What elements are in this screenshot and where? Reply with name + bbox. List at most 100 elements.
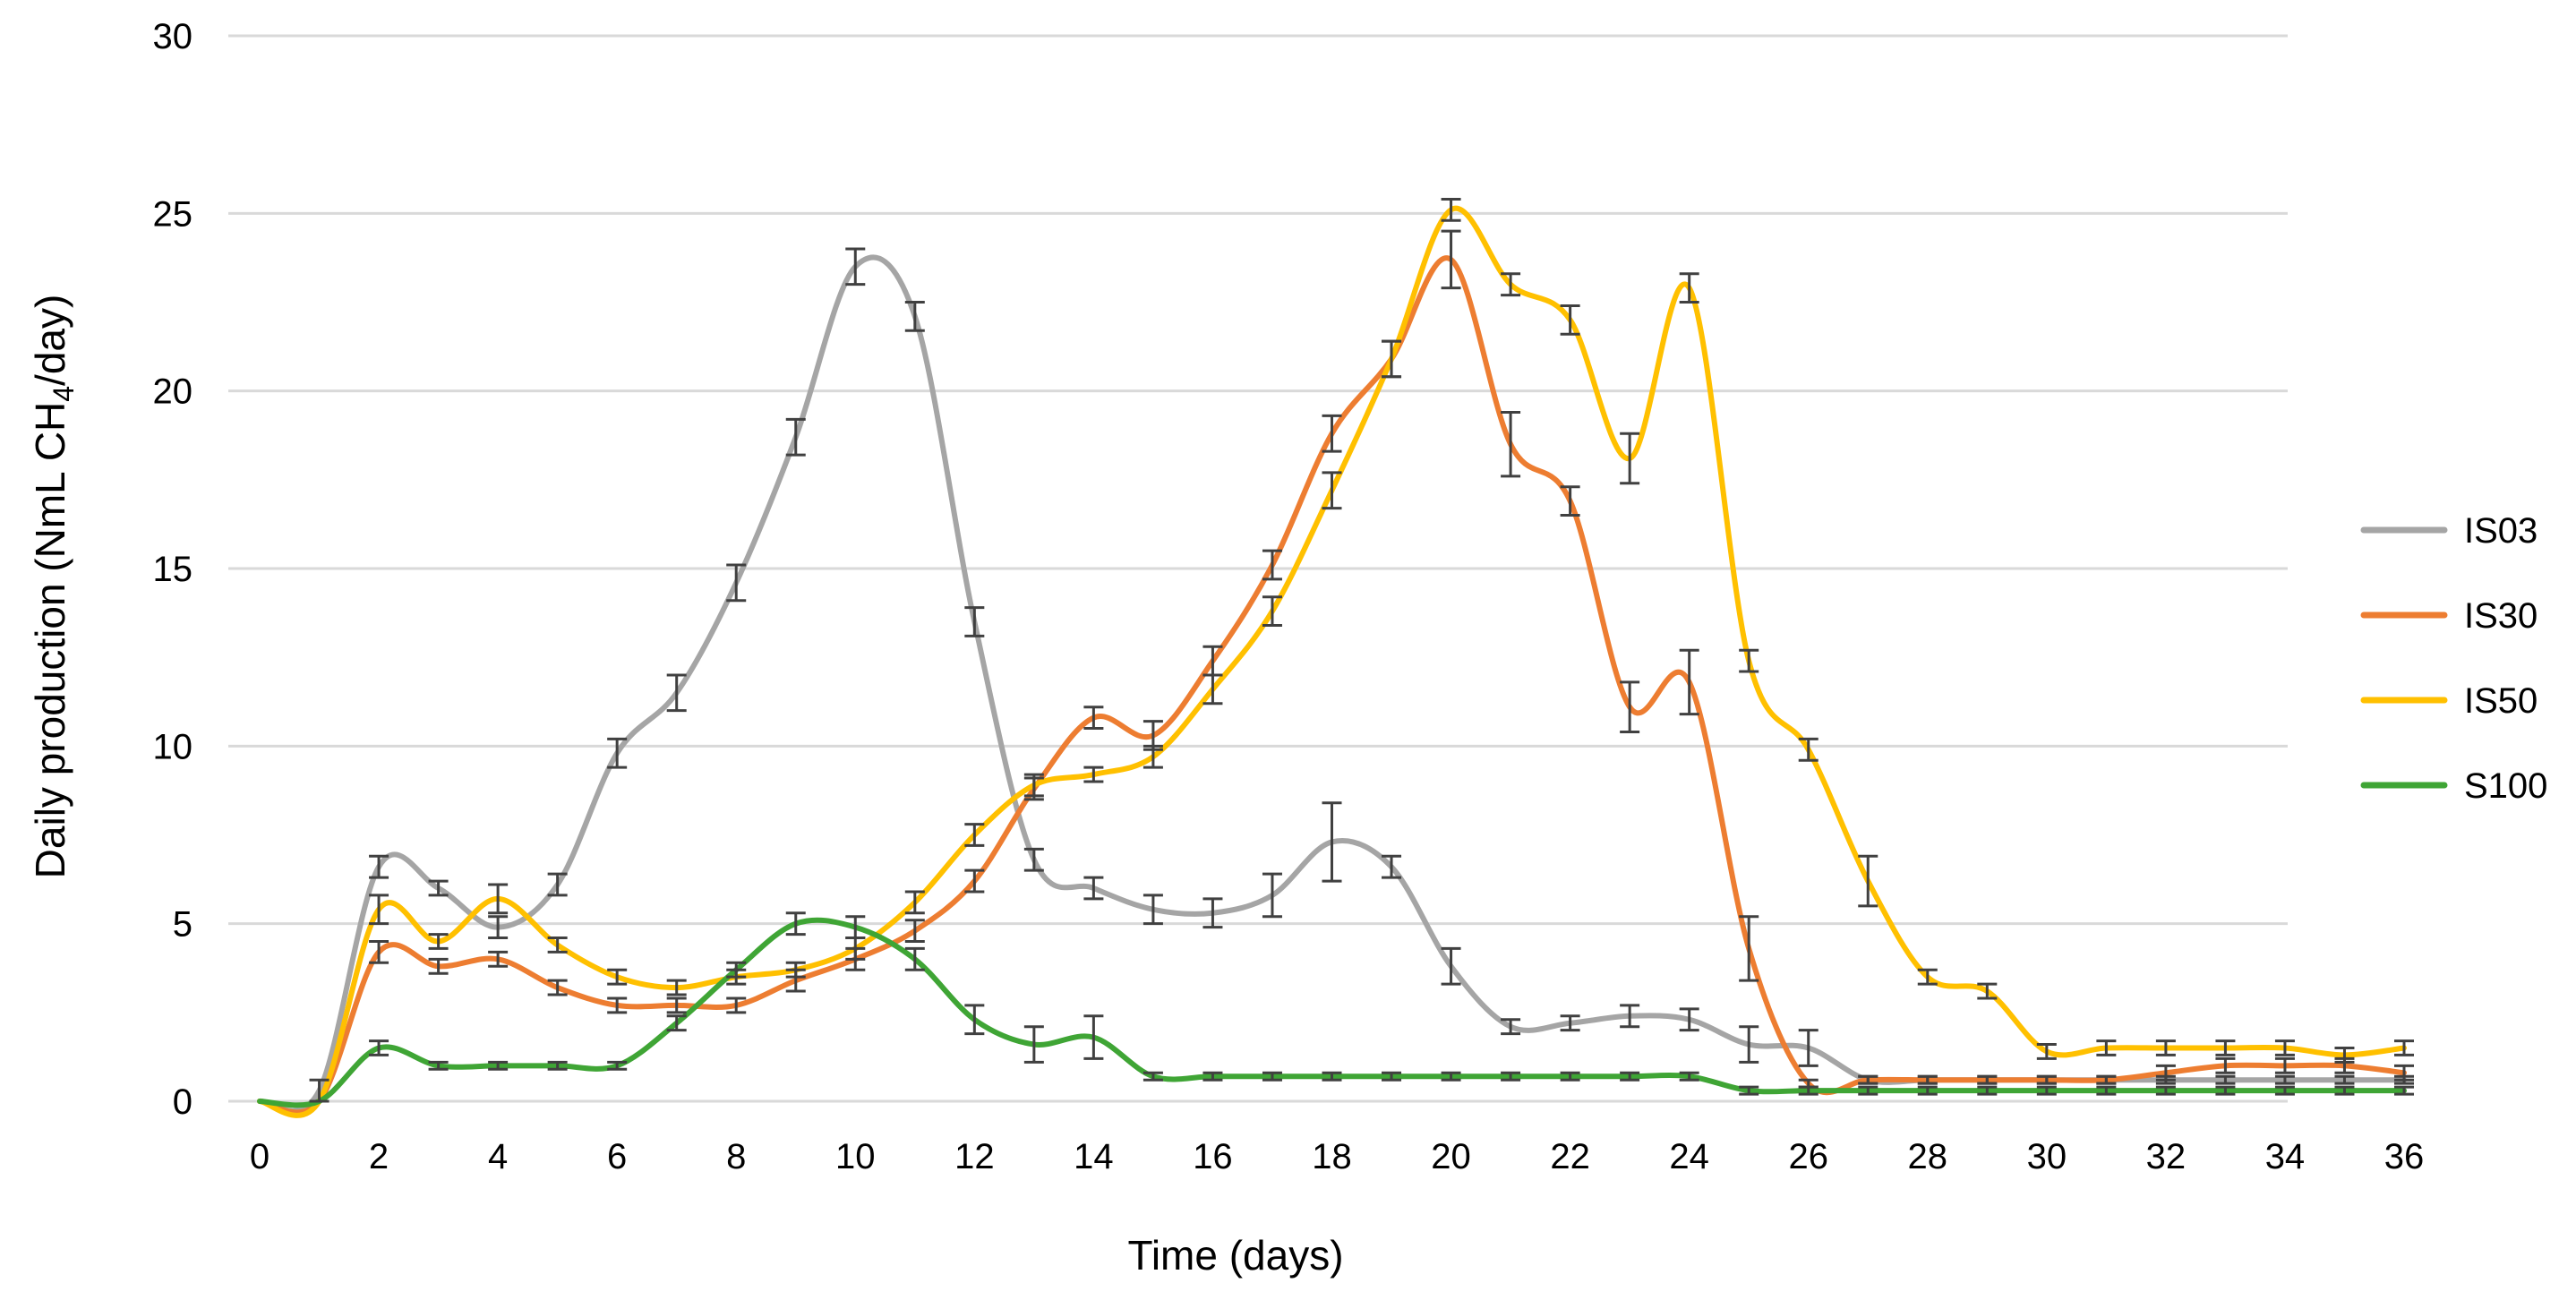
error-bar-IS03-21 [1501,1018,1521,1036]
error-bar-IS50-6 [607,968,628,986]
error-bar-IS30-12 [964,868,985,894]
error-bar-IS50-26 [1798,737,1819,762]
error-bar-S100-7 [666,1014,687,1032]
x-tick-label-16: 16 [1193,1137,1233,1176]
y-tick-label-20: 20 [153,372,193,412]
error-bar-IS50-9 [785,961,806,979]
error-bar-IS30-14 [1083,706,1104,730]
error-bar-S100-8 [726,961,747,979]
error-bar-IS30-33 [2215,1056,2236,1074]
error-bar-IS50-5 [547,937,568,954]
x-tick-label-18: 18 [1312,1137,1352,1176]
error-bar-IS30-27 [1858,1074,1879,1085]
x-tick-label-20: 20 [1431,1137,1471,1176]
error-bar-IS50-14 [1083,765,1104,783]
error-bar-IS30-32 [2155,1064,2176,1082]
error-bar-IS03-15 [1143,894,1163,926]
error-bar-S100-34 [2274,1085,2295,1096]
error-bar-IS30-21 [1501,410,1521,478]
error-bar-S100-28 [1917,1085,1938,1096]
error-bar-IS30-3 [428,957,449,975]
error-bar-IS03-20 [1441,946,1461,986]
error-bar-S100-36 [2394,1085,2414,1096]
error-bar-IS30-31 [2096,1074,2117,1085]
error-bar-IS30-20 [1441,229,1461,290]
error-bar-IS03-1 [309,1078,329,1103]
error-bar-S100-22 [1560,1071,1580,1082]
error-bar-S100-20 [1441,1071,1461,1082]
y-tick-label-0: 0 [173,1082,193,1122]
error-bar-S100-27 [1858,1085,1879,1096]
error-bar-S100-17 [1262,1071,1282,1082]
series-line-IS03 [257,254,2407,1114]
error-bar-S100-5 [547,1060,568,1071]
error-bar-IS50-12 [964,823,985,847]
error-bar-IS50-11 [904,890,925,915]
x-tick-label-28: 28 [1908,1137,1948,1176]
error-bar-S100-31 [2096,1085,2117,1096]
error-bar-IS03-11 [904,301,925,332]
x-tick-label-6: 6 [607,1137,627,1176]
error-bar-S100-6 [607,1060,628,1071]
error-bar-IS03-19 [1382,854,1402,879]
error-bar-IS50-4 [488,883,509,915]
error-bar-S100-32 [2155,1085,2176,1096]
error-bar-IS30-36 [2394,1064,2414,1082]
error-bar-IS50-29 [1977,982,1998,1000]
error-bar-S100-10 [845,915,866,940]
error-bar-IS50-3 [428,933,449,950]
error-bar-IS03-25 [1739,1025,1759,1064]
error-bar-IS03-9 [785,417,806,457]
error-bar-IS50-20 [1441,197,1461,222]
series-line-IS30 [257,255,2407,1116]
error-bar-IS03-18 [1322,801,1342,883]
error-bar-S100-3 [428,1060,449,1071]
error-bar-IS50-22 [1560,304,1580,336]
error-bar-S100-18 [1322,1071,1342,1082]
error-bar-S100-9 [785,911,806,937]
error-bar-IS50-28 [1917,968,1938,986]
y-tick-label-25: 25 [153,194,193,234]
y-tick-label-15: 15 [153,550,193,589]
x-tick-label-34: 34 [2265,1137,2306,1176]
x-tick-label-8: 8 [726,1137,746,1176]
error-bar-S100-19 [1382,1071,1402,1082]
error-bar-IS03-10 [845,247,866,287]
error-bar-S100-35 [2334,1085,2355,1096]
y-tick-label-10: 10 [153,727,193,766]
error-bar-IS30-4 [488,950,509,968]
error-bar-IS03-3 [428,879,449,897]
error-bar-S100-30 [2036,1085,2057,1096]
plot-area [257,197,2414,1118]
error-bar-IS03-5 [547,872,568,897]
error-bar-IS03-24 [1679,1007,1699,1032]
error-bar-S100-12 [964,1004,985,1036]
error-bar-IS30-22 [1560,485,1580,517]
x-tick-label-4: 4 [488,1137,508,1176]
error-bar-IS03-23 [1620,1004,1640,1029]
error-bar-IS30-28 [1917,1074,1938,1085]
x-tick-label-10: 10 [835,1137,876,1176]
x-axis-title: Time (days) [1127,1232,1343,1279]
error-bar-IS03-35 [2334,1074,2355,1085]
error-bar-S100-13 [1023,1025,1044,1064]
error-bar-IS50-21 [1501,272,1521,297]
error-bar-IS50-36 [2394,1039,2414,1056]
error-bar-S100-15 [1143,1071,1163,1082]
error-bar-IS03-16 [1202,897,1223,929]
x-tick-label-30: 30 [2027,1137,2067,1176]
error-bar-S100-25 [1739,1085,1759,1096]
error-bar-IS50-17 [1262,595,1282,627]
x-tick-label-36: 36 [2384,1137,2425,1176]
error-bar-S100-4 [488,1060,509,1071]
error-bar-S100-33 [2215,1085,2236,1096]
error-bar-IS30-25 [1739,915,1759,982]
gridlines [228,34,2288,1103]
x-tick-label-14: 14 [1074,1137,1114,1176]
error-bar-IS03-34 [2274,1074,2295,1085]
series-line-IS50 [257,205,2407,1118]
y-axis-title-suffix: /day) [27,295,73,386]
error-bar-IS50-31 [2096,1039,2117,1056]
error-bar-IS03-12 [964,606,985,637]
